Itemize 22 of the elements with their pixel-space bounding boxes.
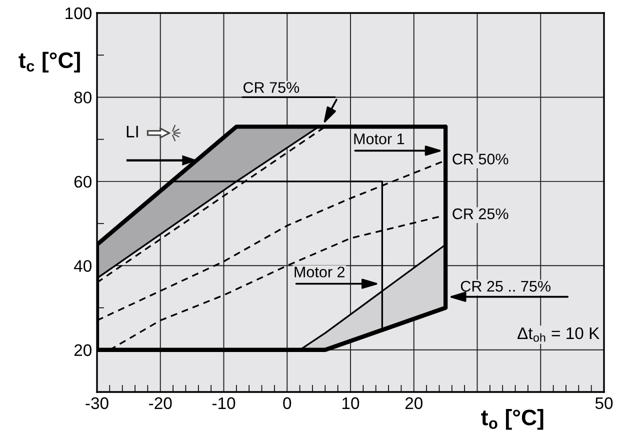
annotation: LI [126, 126, 138, 138]
y-axis-title: t$_{c}$ [°C] [18, 52, 80, 73]
y-tick-label: 80 [74, 92, 92, 104]
annotation: Motor 2 [294, 266, 344, 278]
x-tick-label: -30 [86, 397, 108, 410]
annotation: Motor 1 [354, 134, 404, 144]
annotation: CR 75% [244, 82, 300, 93]
x-tick-label: -20 [149, 397, 172, 410]
x-tick-label: -10 [212, 397, 236, 410]
y-tick-label: 40 [74, 260, 92, 272]
x-tick-label: 20 [405, 397, 422, 410]
x-tick-label: 50 [595, 397, 613, 410]
annotation: CR 25% [452, 208, 508, 220]
annotation: CR 25 .. 75% [460, 280, 550, 292]
x-tick-label: 10 [342, 397, 360, 410]
x-tick-label: 0 [283, 397, 292, 410]
annotation: CR 50% [452, 154, 508, 164]
y-tick-label: 20 [74, 344, 92, 356]
annotation: Δt$_{oh}$ = 10 K [518, 327, 600, 342]
y-tick-label: 100 [66, 7, 92, 20]
y-tick-label: 60 [74, 176, 92, 188]
x-axis-title: t$_{o}$ [°C] [481, 409, 544, 430]
